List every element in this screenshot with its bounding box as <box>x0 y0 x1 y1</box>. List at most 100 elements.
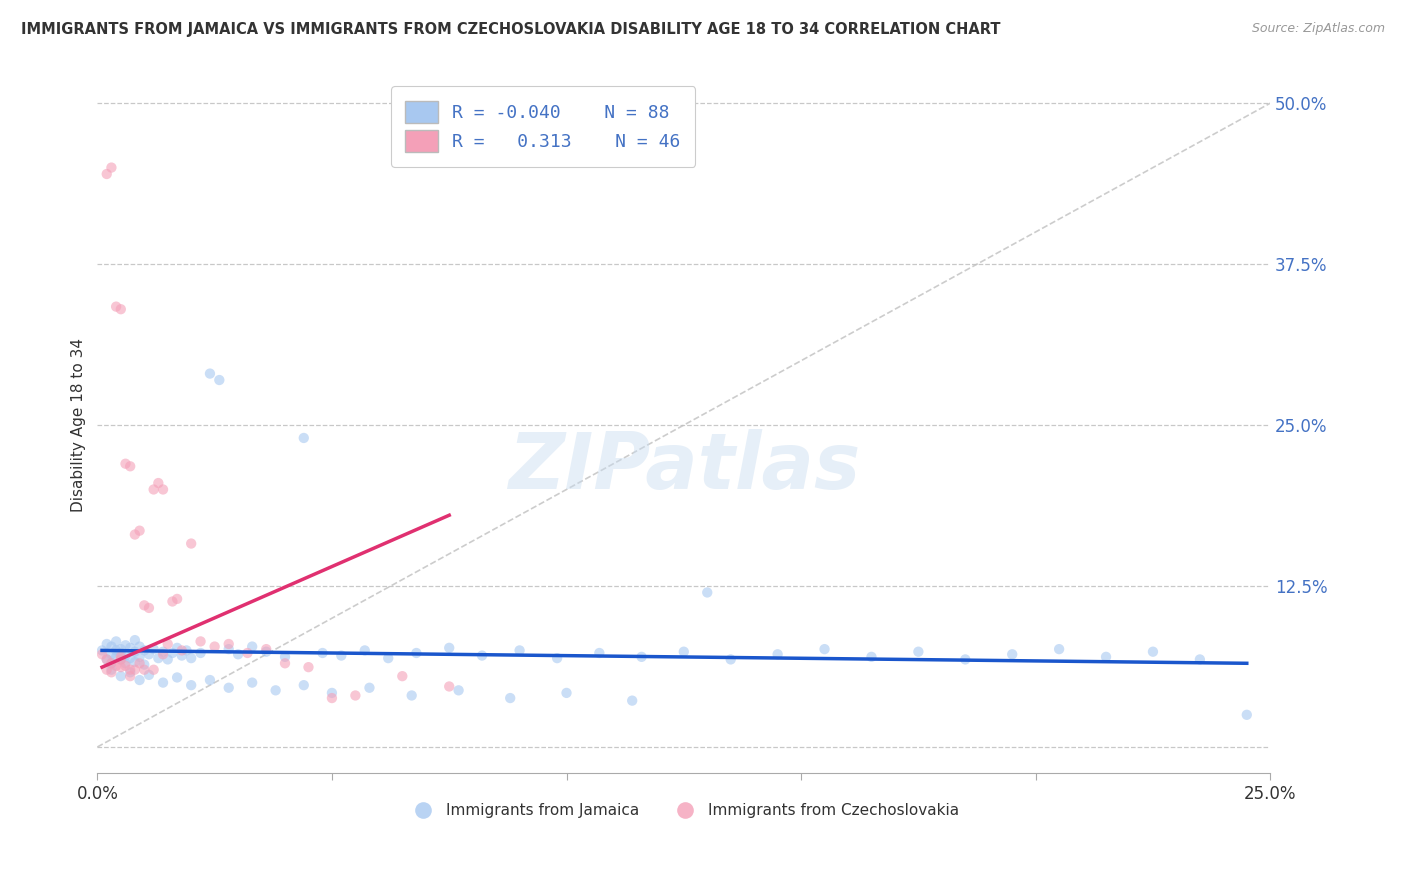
Point <box>148 476 170 491</box>
Point <box>344 689 367 703</box>
Point <box>218 681 240 695</box>
Y-axis label: Disability Age 18 to 34: Disability Age 18 to 34 <box>72 338 86 512</box>
Point <box>128 640 150 654</box>
Point <box>546 651 568 665</box>
Point <box>96 663 118 677</box>
Point <box>166 640 188 655</box>
Point <box>180 678 202 692</box>
Point <box>152 675 174 690</box>
Point <box>377 651 399 665</box>
Point <box>138 647 160 661</box>
Point <box>134 663 156 677</box>
Point <box>124 645 146 659</box>
Point <box>105 634 128 648</box>
Point <box>100 663 122 677</box>
Point <box>218 637 240 651</box>
Point <box>96 652 118 666</box>
Point <box>138 668 160 682</box>
Point <box>907 645 929 659</box>
Point <box>124 663 146 677</box>
Point <box>162 594 184 608</box>
Point <box>120 665 142 680</box>
Point <box>1095 649 1118 664</box>
Point <box>176 643 198 657</box>
Point <box>166 591 188 606</box>
Point <box>621 693 644 707</box>
Point <box>124 527 146 541</box>
Point <box>555 686 578 700</box>
Point <box>353 643 375 657</box>
Point <box>110 646 132 660</box>
Point <box>134 599 156 613</box>
Point <box>114 648 136 663</box>
Point <box>180 651 202 665</box>
Point <box>91 647 114 661</box>
Point <box>471 648 494 663</box>
Point <box>96 652 118 666</box>
Point <box>142 642 165 657</box>
Point <box>297 660 319 674</box>
Point <box>100 657 122 671</box>
Point <box>1236 707 1258 722</box>
Point <box>128 657 150 671</box>
Point <box>766 647 789 661</box>
Point <box>170 643 193 657</box>
Point <box>630 649 652 664</box>
Point <box>128 524 150 538</box>
Point <box>274 657 297 671</box>
Point <box>499 691 522 706</box>
Point <box>1047 642 1070 657</box>
Point <box>391 669 413 683</box>
Point <box>254 645 277 659</box>
Point <box>110 642 132 657</box>
Point <box>114 657 136 671</box>
Point <box>114 457 136 471</box>
Point <box>152 647 174 661</box>
Point <box>110 652 132 666</box>
Point <box>218 642 240 657</box>
Point <box>156 652 179 666</box>
Point <box>162 646 184 660</box>
Point <box>720 652 742 666</box>
Point <box>311 646 333 660</box>
Legend: Immigrants from Jamaica, Immigrants from Czechoslovakia: Immigrants from Jamaica, Immigrants from… <box>402 797 966 824</box>
Point <box>180 536 202 550</box>
Point <box>100 665 122 680</box>
Point <box>190 634 212 648</box>
Point <box>240 640 263 654</box>
Point <box>100 647 122 661</box>
Point <box>1001 647 1024 661</box>
Point <box>264 683 287 698</box>
Point <box>105 643 128 657</box>
Point <box>91 643 114 657</box>
Point <box>105 649 128 664</box>
Point <box>110 652 132 666</box>
Point <box>128 649 150 664</box>
Point <box>148 651 170 665</box>
Point <box>860 649 883 664</box>
Point <box>114 638 136 652</box>
Point <box>142 483 165 497</box>
Point <box>226 647 249 661</box>
Text: IMMIGRANTS FROM JAMAICA VS IMMIGRANTS FROM CZECHOSLOVAKIA DISABILITY AGE 18 TO 3: IMMIGRANTS FROM JAMAICA VS IMMIGRANTS FR… <box>21 22 1001 37</box>
Point <box>254 642 277 657</box>
Point <box>105 658 128 673</box>
Point <box>96 637 118 651</box>
Point <box>100 657 122 671</box>
Point <box>134 643 156 657</box>
Point <box>198 673 221 687</box>
Point <box>120 651 142 665</box>
Point <box>96 167 118 181</box>
Point <box>120 640 142 655</box>
Text: Source: ZipAtlas.com: Source: ZipAtlas.com <box>1251 22 1385 36</box>
Point <box>588 646 610 660</box>
Point <box>401 689 423 703</box>
Point <box>138 601 160 615</box>
Point <box>330 648 353 663</box>
Point <box>405 646 427 660</box>
Point <box>240 675 263 690</box>
Point <box>509 643 531 657</box>
Point <box>110 649 132 664</box>
Point <box>124 655 146 669</box>
Point <box>110 660 132 674</box>
